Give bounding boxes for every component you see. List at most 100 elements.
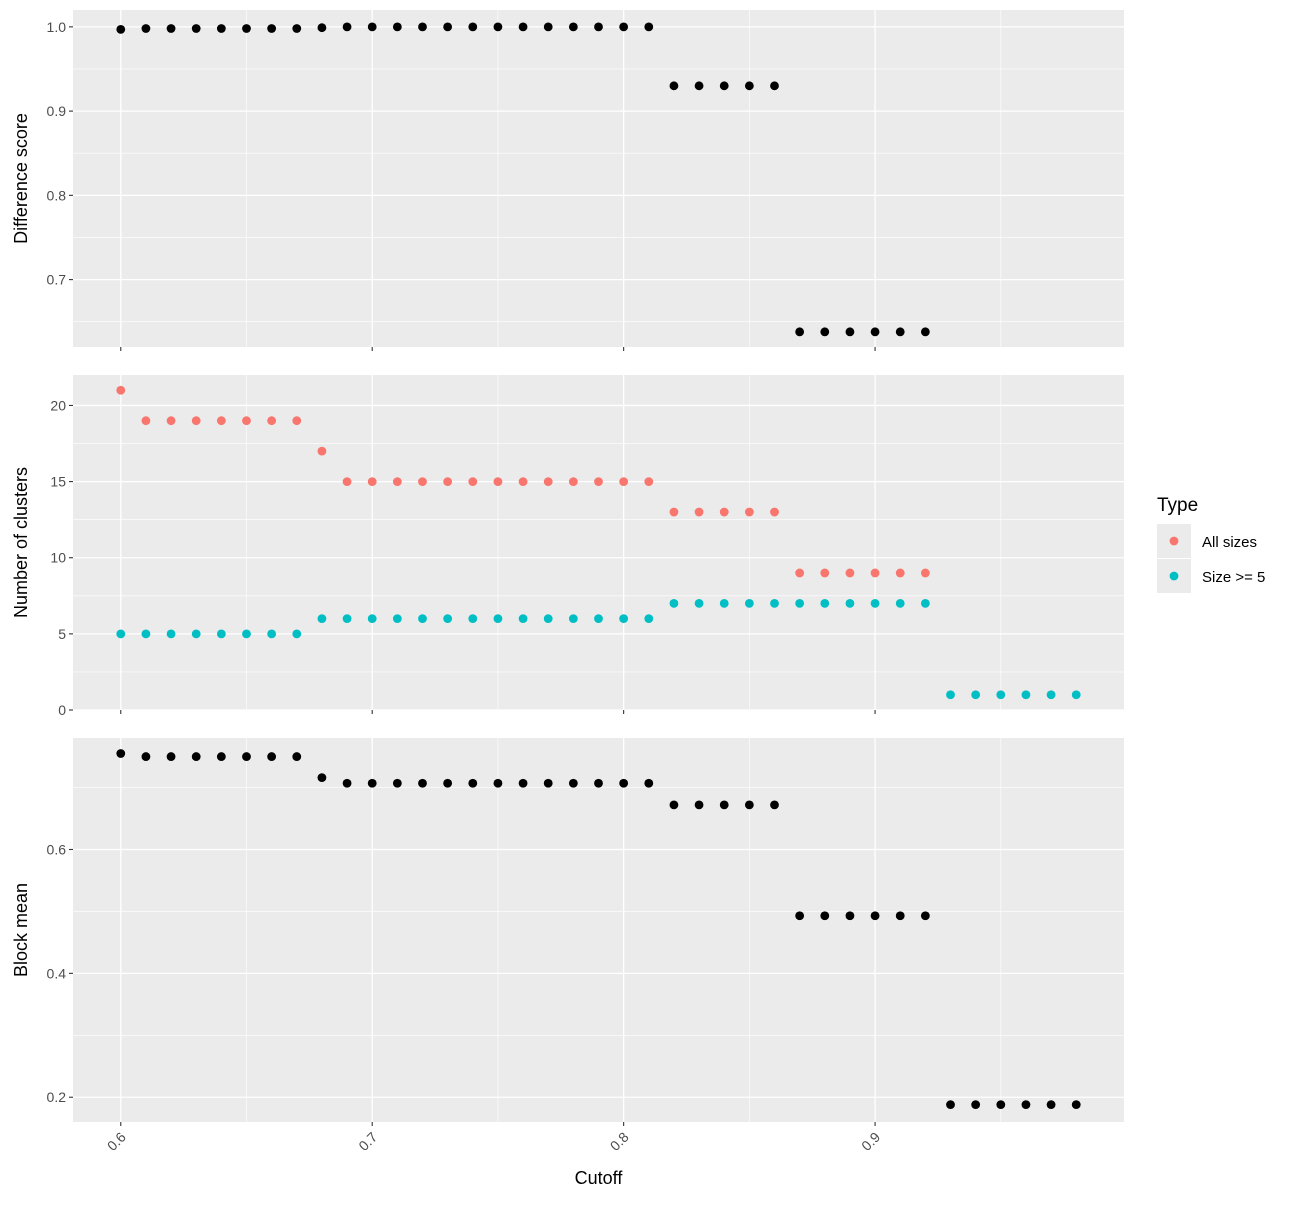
x-tick-label: 0.9	[858, 1129, 883, 1154]
panel-3-y-tick-label: 0.4	[47, 965, 67, 981]
panel-2-series-1-point	[669, 507, 679, 517]
panel-1-series-1-point	[468, 22, 478, 32]
panel-3-y-axis-title: Block mean	[11, 883, 31, 977]
panel-2-series-2-point	[795, 599, 805, 608]
panel-1-series-1-point	[267, 24, 277, 33]
panel-2-series-1-point	[418, 477, 427, 486]
panel-1-series-1-point	[543, 22, 553, 32]
panel-2-series-2-point	[418, 614, 427, 624]
panel-2-series-2-point	[845, 599, 855, 608]
panel-2-series-2-point	[770, 599, 779, 608]
panel-2-series-2-point	[619, 614, 629, 624]
panel-1-series-1-point	[594, 22, 603, 32]
panel-1-series-1-point	[518, 22, 528, 32]
panel-3-series-1-point	[644, 778, 654, 788]
panel-2-series-1-point	[191, 416, 201, 426]
panel-1-series-1-point	[141, 24, 151, 33]
panel-2-series-1-point	[367, 477, 377, 486]
panel-3-series-1-point	[292, 752, 302, 761]
panel-1-series-1-point	[619, 22, 629, 32]
panel-1-series-1-point	[895, 327, 905, 337]
panel-3-series-1-point	[166, 752, 176, 761]
panel-1-series-1-point	[342, 22, 352, 32]
panel-2-series-2-point	[669, 599, 679, 608]
panel-1-background	[73, 10, 1124, 347]
panel-1-series-1-point	[644, 22, 654, 32]
panel-2-series-2-point	[518, 614, 528, 624]
panel-2-series-2-point	[367, 614, 377, 624]
panel-1-y-tick-label: 1.0	[47, 19, 67, 35]
panel-1-series-1-point	[242, 24, 251, 33]
panel-3-series-1-point	[770, 800, 779, 810]
panel-3-series-1-point	[719, 800, 729, 810]
panel-2-series-1-point	[870, 568, 880, 578]
panel-3-series-1-point	[392, 778, 402, 788]
panel-2-series-1-point	[694, 507, 704, 517]
panel-1-series-1-point	[870, 327, 880, 337]
panel-2-series-1-point	[292, 416, 302, 426]
panel-2-series-2-point	[594, 614, 603, 624]
panel-2-series-2-point	[895, 599, 905, 608]
panel-3-background	[73, 738, 1124, 1122]
panel-2-series-2-point	[1021, 690, 1031, 700]
panel-1-series-1-point	[493, 22, 503, 32]
panel-3-series-1-point	[493, 778, 503, 788]
panel-2-series-1-point	[242, 416, 251, 426]
panel-2-series-2-point	[946, 690, 955, 700]
panel-2-series-2-point	[744, 599, 754, 608]
panel-1-series-1-point	[694, 81, 704, 91]
panel-3-series-1-point	[216, 752, 226, 761]
panel-2-series-1-point	[166, 416, 176, 426]
panel-3-series-1-point	[1071, 1100, 1081, 1110]
panel-2-series-2-point	[644, 614, 654, 624]
panel-3-series-1-point	[191, 752, 201, 761]
panel-1-series-1-point	[770, 81, 779, 91]
panel-2-series-1-point	[317, 446, 327, 456]
panel-3-series-1-point	[694, 800, 704, 810]
panel-3-series-1-point	[518, 778, 528, 788]
panel-3-series-1-point	[1021, 1100, 1031, 1110]
panel-1-series-1-point	[317, 23, 327, 33]
panel-3-series-1-point	[443, 778, 453, 788]
panel-1-y-tick-label: 0.8	[47, 187, 67, 203]
panel-1-series-1-point	[191, 24, 201, 33]
panel-2-series-2-point	[719, 599, 729, 608]
panel-3-series-1-point	[317, 773, 327, 783]
panel-3-y-tick-label: 0.6	[47, 841, 67, 857]
panel-3-series-1-point	[594, 778, 603, 788]
panel-3-series-1-point	[820, 911, 830, 921]
panel-3-series-1-point	[619, 778, 629, 788]
panel-2-series-2-point	[996, 690, 1006, 700]
panel-2-y-tick-label: 5	[58, 626, 66, 642]
panel-2-series-2-point	[141, 629, 151, 639]
panel-2-series-2-point	[116, 629, 126, 639]
panel-2-y-tick-label: 10	[50, 550, 66, 566]
panel-1-series-1-point	[845, 327, 855, 337]
panel-1-series-1-point	[820, 327, 830, 337]
panel-2-series-1-point	[216, 416, 226, 426]
panel-3-series-1-point	[1046, 1100, 1056, 1110]
panel-2-y-tick-label: 20	[50, 397, 66, 413]
panel-2-series-1-point	[744, 507, 754, 517]
panel-3-series-1-point	[242, 752, 251, 761]
panel-1-series-1-point	[719, 81, 729, 91]
panel-2-series-1-point	[493, 477, 503, 486]
x-tick-label: 0.7	[355, 1129, 380, 1154]
panel-1-series-1-point	[216, 24, 226, 33]
panel-1-series-1-point	[166, 24, 176, 33]
panel-2-series-2-point	[920, 599, 930, 608]
x-tick-label: 0.6	[104, 1129, 129, 1154]
legend-title: Type	[1157, 495, 1198, 516]
panel-2-series-2-point	[242, 629, 251, 639]
panel-1-series-1-point	[116, 24, 126, 34]
panel-2-series-2-point	[543, 614, 553, 624]
panel-2-series-2-point	[317, 614, 327, 624]
panel-2-y-tick-label: 0	[58, 702, 66, 718]
panel-2-series-1-point	[594, 477, 603, 486]
panel-2-series-1-point	[267, 416, 277, 426]
x-axis-title: Cutoff	[575, 1168, 624, 1188]
panel-2-series-2-point	[292, 629, 302, 639]
legend-key-point	[1169, 536, 1179, 546]
